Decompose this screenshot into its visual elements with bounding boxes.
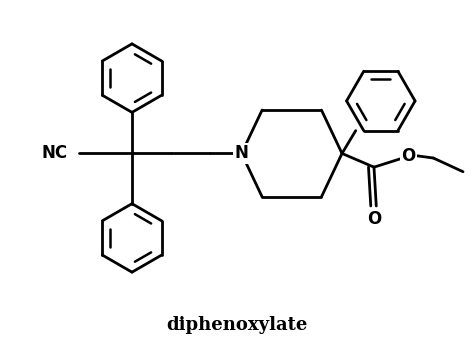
Text: O: O [401,147,415,165]
Text: NC: NC [41,144,67,163]
Text: O: O [367,210,381,228]
Text: diphenoxylate: diphenoxylate [166,316,308,334]
Text: N: N [235,144,248,163]
